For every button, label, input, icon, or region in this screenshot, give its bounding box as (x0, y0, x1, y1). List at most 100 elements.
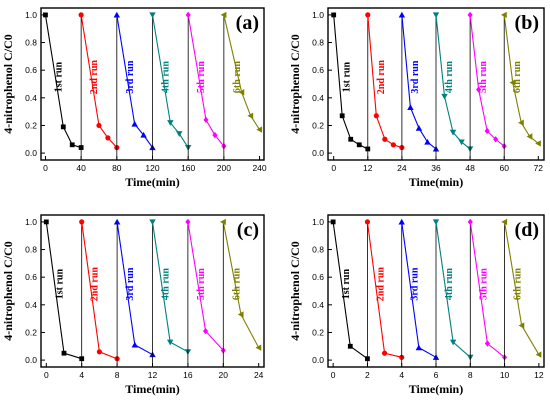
y-tick-label: 0.6 (312, 272, 324, 282)
x-tick-label: 24 (254, 370, 264, 380)
y-tick-label: 1.0 (312, 10, 324, 20)
x-tick-label: 4 (399, 370, 404, 380)
data-point (526, 133, 533, 140)
data-point (493, 136, 499, 143)
y-tick-label: 0.4 (312, 93, 324, 103)
y-tick-label: 0.4 (25, 93, 37, 103)
data-point (509, 79, 516, 86)
y-tick-label: 0.0 (312, 355, 324, 365)
run-label: 5th run (478, 268, 489, 300)
series-line (223, 14, 261, 130)
x-tick-label: 4 (79, 370, 84, 380)
panel-label: (a) (236, 12, 259, 34)
run-label: 1st run (53, 62, 64, 93)
data-point (60, 124, 66, 130)
x-tick-label: 36 (431, 163, 441, 173)
series-1: 1st run (330, 219, 370, 367)
y-axis-label: 4-nitrophenol C/C0 (1, 241, 15, 340)
data-point (365, 12, 371, 18)
series-3: 3rd run (398, 11, 440, 160)
x-tick-label: 160 (181, 163, 195, 173)
series-4: 4th run (432, 12, 474, 160)
series-line (116, 14, 153, 148)
series-5: 5th run (467, 218, 508, 367)
data-point (458, 139, 465, 146)
run-label: 4th run (161, 61, 172, 93)
data-point (203, 116, 209, 124)
chart-panel-1: 0 40 80 120 160 200 240 0.0 0.2 0.4 0.6 0.8 1.0 Time(… (1, 7, 267, 189)
data-point (449, 339, 457, 346)
y-tick-label: 0.2 (25, 120, 37, 130)
data-point (535, 140, 541, 147)
data-point (255, 344, 262, 351)
data-point (140, 131, 147, 138)
x-tick-label: 60 (499, 163, 509, 173)
y-tick-label: 0.4 (312, 300, 324, 310)
chart-panel-2: 0 12 24 36 48 60 72 0.0 0.2 0.4 0.6 0.8 1.0 Time(min)… (288, 7, 545, 189)
data-point (501, 11, 507, 19)
x-tick-label: 8 (468, 370, 473, 380)
series-line (187, 14, 225, 147)
y-tick-label: 0.6 (25, 272, 37, 282)
series-6: 6th run (501, 218, 542, 358)
data-point (79, 219, 85, 225)
y-tick-label: 0.0 (312, 148, 324, 158)
y-tick-label: 0.8 (312, 38, 324, 48)
y-tick-label: 0.2 (25, 327, 37, 337)
data-point (467, 11, 473, 19)
series-line (151, 14, 189, 148)
run-label: 1st run (54, 269, 65, 300)
data-point (339, 113, 345, 119)
data-point (484, 340, 490, 347)
y-tick-label: 0.8 (25, 38, 37, 48)
run-label: 2nd run (375, 267, 386, 302)
data-point (78, 12, 84, 18)
data-point (149, 12, 156, 19)
chart-panel-4: 0 2 4 6 8 10 12 0.0 0.2 0.4 0.6 0.8 1.0 Time(min) 4-ni… (288, 214, 545, 396)
y-tick-label: 0.6 (25, 65, 37, 75)
run-label: 6th run (512, 61, 523, 93)
data-point (113, 218, 121, 225)
series-2: 2nd run (364, 219, 405, 367)
data-point (364, 219, 371, 225)
data-point (432, 12, 440, 19)
x-tick-label: 12 (534, 370, 544, 380)
data-point (331, 12, 337, 18)
data-point (167, 120, 174, 126)
x-axis-label: Time(min) (409, 382, 463, 396)
data-point (415, 344, 423, 351)
data-point (424, 138, 431, 145)
y-tick-label: 0.2 (312, 120, 324, 130)
data-point (149, 219, 156, 226)
run-label: 6th run (513, 268, 524, 300)
y-axis-label: 4-nitrophenol C/C0 (288, 34, 302, 133)
data-point (518, 119, 524, 126)
data-point (373, 113, 379, 119)
y-axis-label: 4-nitrophenol C/C0 (288, 241, 302, 340)
data-point (176, 131, 183, 137)
data-point (96, 122, 102, 129)
data-point (256, 126, 263, 133)
run-label: 1st run (342, 62, 353, 93)
data-point (441, 93, 448, 100)
data-point (237, 311, 244, 318)
x-tick-label: 0 (331, 370, 336, 380)
data-point (356, 142, 362, 148)
series-4: 4th run (149, 219, 192, 367)
data-point (381, 350, 388, 356)
data-point (96, 349, 103, 355)
data-point (43, 12, 48, 18)
series-line (80, 14, 118, 148)
series-5: 5th run (185, 11, 227, 160)
data-point (390, 142, 396, 148)
data-point (476, 86, 482, 93)
data-point (398, 218, 405, 225)
panel-label: (b) (515, 12, 539, 34)
data-point (113, 11, 121, 18)
data-point (484, 127, 490, 135)
x-tick-label: 24 (397, 163, 407, 173)
y-axis-label: 4-nitrophenol C/C0 (1, 34, 15, 133)
series-3: 3rd run (113, 218, 156, 367)
y-tick-label: 0.0 (25, 355, 37, 365)
run-label: 5th run (196, 61, 207, 93)
